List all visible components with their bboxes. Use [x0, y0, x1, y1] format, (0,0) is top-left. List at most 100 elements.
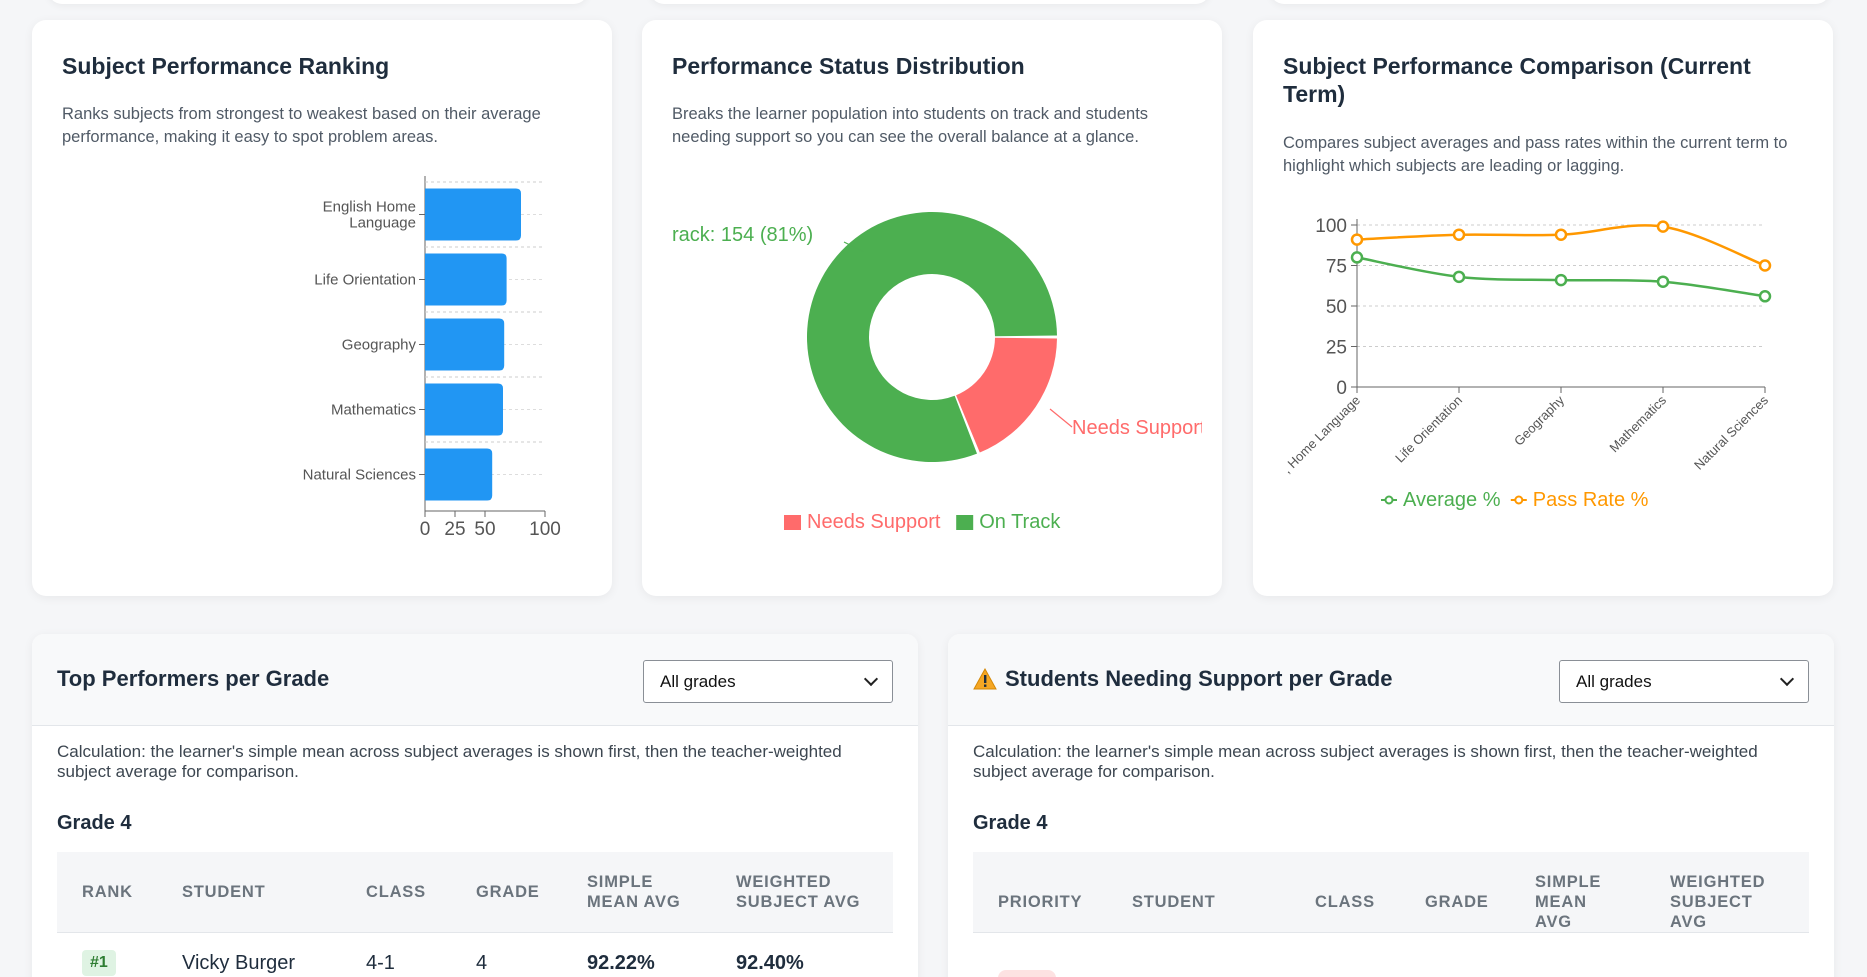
line-x-tick-label: , Home Language	[1279, 393, 1363, 477]
line-y-tick-label: 100	[1315, 216, 1347, 237]
th-simple-line-2: MEAN	[1535, 893, 1587, 911]
ranking-bar-chart: English Home Language Life Orientation Geog…	[303, 176, 561, 540]
legend-label: On Track	[979, 511, 1061, 533]
th-simple-mean-avg[interactable]: SIMPLE MEAN AVG	[1535, 872, 1601, 932]
needs-support-panel: Students Needing Support per Grade All g…	[948, 634, 1834, 977]
line-y-tick-label: 25	[1326, 338, 1347, 359]
th-student[interactable]: STUDENT	[1132, 893, 1216, 911]
warning-icon	[973, 668, 997, 690]
line-x-tick-label: Mathematics	[1606, 392, 1669, 455]
priority-badge	[998, 970, 1056, 977]
bar-natural-sciences	[425, 448, 493, 501]
bar-x-tick-label: 50	[474, 519, 495, 540]
th-rank[interactable]: RANK	[82, 883, 133, 901]
th-weighted-line-2: SUBJECT AVG	[736, 893, 861, 911]
line-point	[1452, 228, 1466, 241]
row-grade: 4	[476, 952, 488, 974]
line-y-tick-label: 75	[1326, 257, 1347, 278]
comparison-title: Subject Performance Comparison (Current …	[1283, 53, 1751, 107]
donut-label-on-track: rack: 154 (81%)	[672, 224, 813, 246]
legend-label: Average %	[1403, 489, 1501, 511]
bar-x-tick-label: 0	[420, 519, 431, 540]
card-stub-middle	[650, 0, 1210, 4]
th-weighted-line-2: SUBJECT	[1670, 893, 1753, 911]
th-class[interactable]: CLASS	[1315, 893, 1375, 911]
donut-leader-on-track	[843, 241, 865, 253]
th-simple-mean-avg[interactable]: SIMPLE MEAN AVG	[587, 872, 680, 912]
rank-badge: #1	[82, 950, 116, 976]
status-card: Performance Status Distribution Breaks t…	[642, 20, 1222, 596]
line-y-tick-label: 0	[1336, 378, 1347, 399]
comparison-card: Subject Performance Comparison (Current …	[1253, 20, 1833, 596]
ranking-description: Ranks subjects from strongest to weakest…	[62, 105, 541, 146]
legend-label: Needs Support	[807, 511, 941, 533]
th-simple-line-1: SIMPLE	[587, 873, 654, 891]
line-point	[1452, 270, 1466, 284]
th-weighted-line-1: WEIGHTED	[736, 873, 832, 891]
row-student[interactable]: Vicky Burger	[182, 952, 296, 974]
legend-marker	[1514, 495, 1524, 505]
th-grade[interactable]: GRADE	[476, 883, 540, 901]
line-x-tick-label: Natural Sciences	[1691, 392, 1771, 472]
donut-slice-needs-support	[956, 337, 1057, 453]
top-performers-select-value: All grades	[660, 671, 736, 691]
legend-marker	[1384, 495, 1394, 505]
row-weighted-avg: 92.40%	[736, 952, 804, 974]
status-description: Breaks the learner population into stude…	[672, 105, 1149, 146]
line-point	[1554, 228, 1568, 241]
bar-category-label: Geography	[342, 337, 417, 354]
th-weighted-subject-avg[interactable]: WEIGHTED SUBJECT AVG	[1670, 872, 1765, 932]
donut-slice-on-track	[807, 212, 1057, 462]
bar-category-label: English Home Language	[323, 199, 416, 232]
legend-label: Pass Rate %	[1533, 489, 1649, 511]
th-student[interactable]: STUDENT	[182, 883, 266, 901]
th-grade[interactable]: GRADE	[1425, 893, 1489, 911]
top-performers-table-header: RANK STUDENT CLASS GRADE SIMPLE MEAN AVG…	[57, 852, 893, 933]
ranking-card: Subject Performance Ranking Ranks subjec…	[32, 20, 612, 596]
line-point	[1350, 251, 1364, 264]
donut-label-needs-support: Needs Support	[1072, 417, 1202, 439]
needs-support-grade-select[interactable]: All grades	[1559, 660, 1809, 703]
chevron-down-icon	[863, 671, 879, 687]
row-class: 4-1	[366, 952, 395, 974]
line-point	[1758, 259, 1772, 272]
top-performers-calculation: Calculation: the learner's simple mean a…	[57, 742, 842, 781]
top-performers-grade-heading: Grade 4	[57, 812, 132, 834]
th-simple-line-1: SIMPLE	[1535, 873, 1602, 891]
th-weighted-subject-avg[interactable]: WEIGHTED SUBJECT AVG	[736, 872, 860, 912]
bar-category-label: Life Orientation	[314, 272, 416, 289]
needs-support-grade-heading: Grade 4	[973, 812, 1048, 834]
top-performers-header: Top Performers per Grade All grades	[32, 634, 918, 726]
chevron-down-icon	[1779, 671, 1795, 687]
needs-support-table-header: PRIORITY STUDENT CLASS GRADE SIMPLE MEAN…	[973, 852, 1809, 933]
needs-support-header: Students Needing Support per Grade All g…	[948, 634, 1834, 726]
row-simple-avg: 92.22%	[587, 952, 655, 974]
comparison-line-chart: 0 25 50 75 100 , Home Language Life Orientatio…	[1279, 216, 1772, 511]
th-priority[interactable]: PRIORITY	[998, 893, 1083, 911]
line-point	[1758, 290, 1772, 303]
bar-mathematics	[425, 383, 503, 436]
th-weighted-line-3: AVG	[1670, 913, 1707, 931]
bar-category-label: Natural Sciences	[303, 467, 416, 484]
donut-leader-needs-support	[1049, 408, 1073, 428]
bar-life-orientation	[425, 253, 507, 306]
legend-swatch	[956, 515, 974, 530]
top-performers-panel: Top Performers per Grade All grades Calc…	[32, 634, 918, 977]
needs-support-calculation: Calculation: the learner's simple mean a…	[973, 742, 1758, 781]
bar-x-tick-label: 25	[444, 519, 465, 540]
th-simple-line-2: MEAN AVG	[587, 893, 681, 911]
line-point	[1554, 273, 1568, 287]
comparison-description: Compares subject averages and pass rates…	[1283, 134, 1788, 175]
status-title: Performance Status Distribution	[672, 53, 1025, 79]
top-performers-grade-select[interactable]: All grades	[643, 660, 893, 703]
th-class[interactable]: CLASS	[366, 883, 426, 901]
needs-support-title: Students Needing Support per Grade	[973, 666, 1392, 692]
bar-x-tick-label: 100	[529, 519, 561, 540]
needs-support-select-value: All grades	[1576, 671, 1652, 691]
line-x-tick-label: Life Orientation	[1392, 393, 1465, 466]
ranking-title: Subject Performance Ranking	[62, 53, 390, 79]
card-stub-right	[1270, 0, 1830, 4]
legend-swatch	[784, 515, 801, 530]
top-performers-title-text: Top Performers per Grade	[57, 666, 330, 691]
card-stub-left	[48, 0, 588, 4]
